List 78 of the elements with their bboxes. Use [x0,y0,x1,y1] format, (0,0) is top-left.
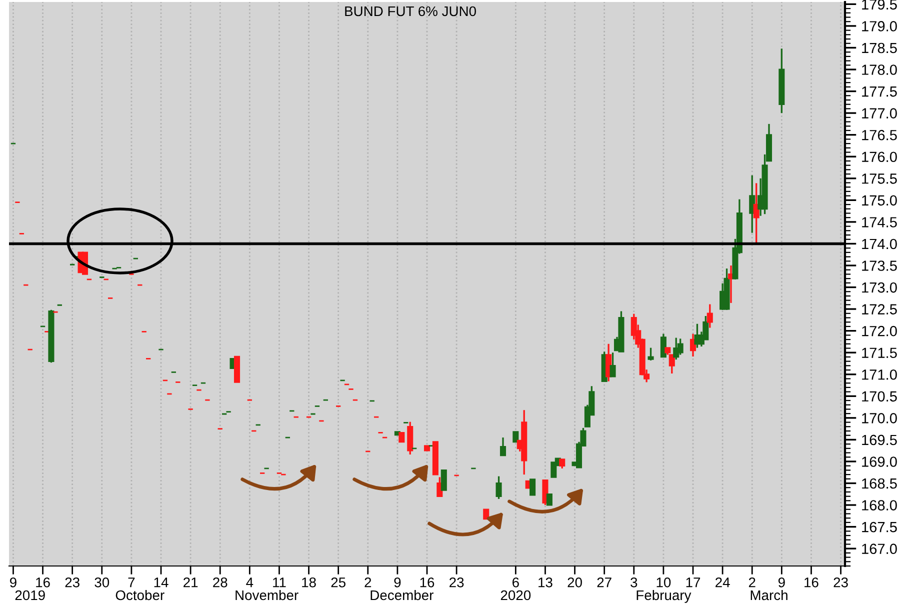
candlestick [530,478,536,496]
candlestick [496,475,502,500]
y-tick-label: 168.0 [862,500,897,510]
x-tick-label: 14 [154,578,168,588]
candlestick [546,493,552,506]
x-tick-label: 16 [420,577,434,588]
x2-tick-label: February [636,590,692,603]
y-tick-label: 169.0 [862,456,897,467]
x-tick-label: 23 [834,577,848,588]
candlestick [542,479,548,506]
x-tick-label: 23 [450,577,464,588]
x2-tick-label: October [116,590,164,600]
y-tick-label: 177.0 [862,108,897,118]
y-tick-label: 168.5 [862,478,897,489]
candlestick [550,462,557,478]
x2-tick-label: November [236,590,298,600]
x-tick-label: 4 [246,578,254,588]
chart-title: BUND FUT 6% JUN0 [345,6,476,16]
y-tick-label: 175.5 [862,174,897,184]
x-tick-label: 24 [716,577,730,588]
candlestick [660,333,666,358]
x-tick-label: 10 [656,577,671,588]
y-tick-label: 167.5 [862,522,897,532]
y-tick-label: 176.5 [862,130,897,140]
candlestick [677,338,684,356]
y-tick-label: 173.0 [862,282,897,293]
y-tick-label: 177.5 [862,86,897,97]
y-tick-label: 179.0 [862,21,897,32]
x-tick-label: 2 [748,577,756,588]
x-tick-label: 9 [778,577,785,588]
x-tick-label: 28 [213,577,228,588]
x-tick-label: 18 [302,577,316,588]
x-tick-label: 20 [568,577,582,588]
x-tick-label: 30 [94,577,110,588]
x-tick-label: 13 [538,577,552,588]
candlestick [440,469,447,491]
candlestick [512,431,519,443]
candlestick [500,436,506,456]
y-tick-label: 172.0 [862,326,897,336]
candlestick [398,432,405,443]
y-tick-label: 174.5 [862,217,897,228]
x-tick-label: 3 [630,577,638,588]
x-tick-label: 9 [394,577,401,588]
y-tick-label: 169.5 [862,434,897,446]
y-tick-label: 174.0 [862,238,897,250]
candlestick [648,346,654,362]
x-tick-label: 17 [686,578,700,588]
candlestick [706,303,713,329]
x-tick-label: 21 [184,577,198,588]
x-tick-label: 16 [804,577,818,588]
x2-tick-label: 2020 [500,590,531,600]
y-tick-label: 170.0 [862,413,897,424]
candlestick [559,458,566,470]
x-tick-label: 23 [65,577,80,588]
x2-tick-label: 2019 [15,590,45,600]
y-tick-label: 175.0 [862,195,897,206]
candlestick [407,421,414,456]
y-tick-label: 171.0 [862,369,897,380]
candlestick [483,508,490,520]
y-tick-label: 178.0 [862,64,897,75]
x-tick-label: 11 [273,578,286,588]
y-tick-label: 173.5 [862,260,897,271]
x-tick-label: 16 [36,577,50,588]
y-tick-label: 167.0 [862,544,897,554]
x-tick-label: 2 [364,577,372,588]
x-tick-label: 27 [597,577,612,588]
y-tick-label: 178.5 [862,42,897,54]
candlestick [610,352,616,378]
x-tick-label: 9 [10,577,16,588]
x-tick-label: 6 [512,577,519,588]
y-tick-label: 170.5 [862,391,897,402]
x2-tick-label: March [750,590,788,600]
x-tick-label: 7 [128,578,135,588]
y-tick-label: 172.5 [862,304,897,314]
x-tick-label: 25 [331,577,346,588]
y-tick-label: 176.0 [862,152,897,162]
y-tick-label: 171.5 [862,348,897,358]
x2-tick-label: December [370,590,434,600]
